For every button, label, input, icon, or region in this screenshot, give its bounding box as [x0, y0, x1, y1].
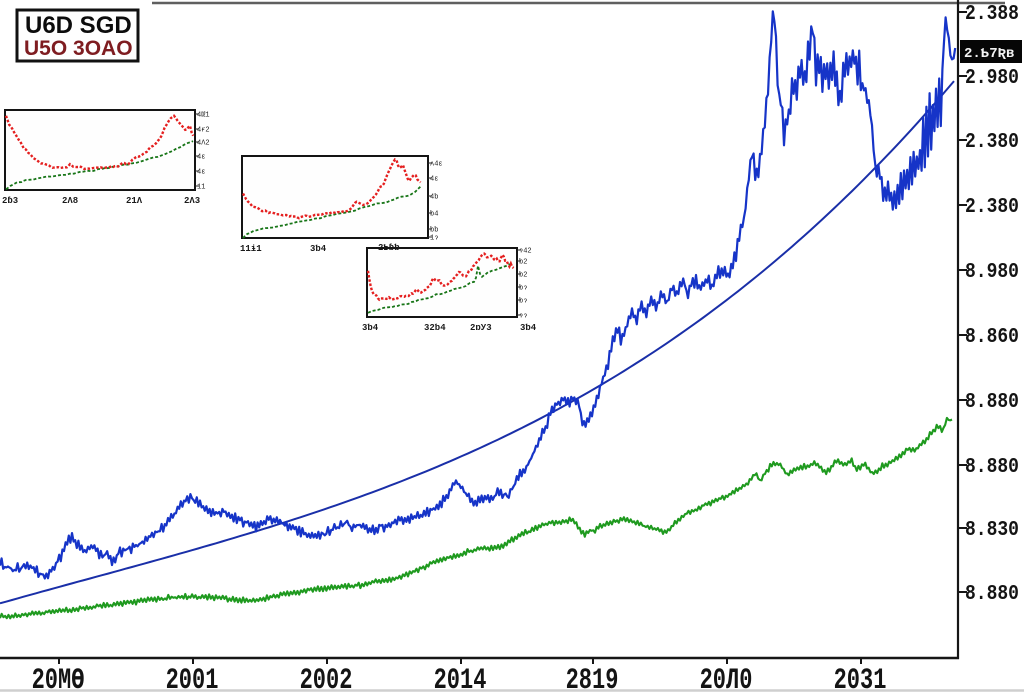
svg-text:4Ʌ2: 4Ʌ2: [197, 140, 210, 148]
svg-text:2001: 2001: [166, 663, 219, 693]
svg-text:ƅ2: ƅ2: [519, 259, 527, 267]
svg-text:3ƅ4: 3ƅ4: [310, 244, 327, 254]
svg-text:2002: 2002: [300, 663, 353, 693]
svg-text:3ƅ4: 3ƅ4: [520, 323, 537, 333]
svg-text:2819: 2819: [566, 663, 619, 693]
svg-text:20МӨ: 20МӨ: [32, 663, 85, 693]
svg-text:8.860: 8.860: [965, 325, 1019, 349]
svg-text:32ƅ4: 32ƅ4: [424, 323, 446, 333]
svg-text:4ǅ1: 4ǅ1: [197, 112, 210, 120]
svg-text:8.980: 8.980: [965, 260, 1019, 284]
svg-text:2031: 2031: [834, 663, 887, 693]
svg-text:8.830: 8.830: [965, 518, 1019, 542]
svg-text:4ɍ2: 4ɍ2: [197, 127, 210, 135]
svg-text:4ƅ: 4ƅ: [430, 194, 438, 202]
svg-text:U6D SGD: U6D SGD: [25, 12, 132, 39]
svg-text:20Л0: 20Л0: [700, 663, 753, 693]
svg-text:ƅ2: ƅ2: [519, 272, 527, 280]
svg-text:4ɛ: 4ɛ: [430, 176, 438, 184]
svg-text:11ɨ1: 11ɨ1: [240, 244, 262, 254]
svg-text:ƅɂ: ƅɂ: [519, 285, 527, 293]
svg-text:2ɓ3: 2ɓ3: [2, 196, 18, 206]
svg-text:ƅƅ: ƅƅ: [430, 227, 438, 235]
svg-text:ƅɂ: ƅɂ: [519, 298, 527, 306]
svg-text:1ɂ: 1ɂ: [430, 235, 438, 243]
svg-text:2.380: 2.380: [965, 130, 1019, 154]
svg-text:11: 11: [197, 184, 205, 192]
svg-text:4ɛ: 4ɛ: [197, 154, 205, 162]
svg-text:8.880: 8.880: [965, 582, 1019, 606]
svg-text:2.388: 2.388: [965, 2, 1019, 26]
svg-text:2Ʌ8: 2Ʌ8: [62, 196, 78, 206]
svg-text:2014: 2014: [434, 663, 487, 693]
svg-text:ʌ4ɛ: ʌ4ɛ: [430, 161, 443, 169]
svg-text:ɂɂ: ɂɂ: [519, 313, 527, 321]
svg-text:3ƅ4: 3ƅ4: [362, 323, 379, 333]
svg-text:2.380: 2.380: [965, 195, 1019, 219]
svg-text:2.Ƅ7Ʀв: 2.Ƅ7Ʀв: [964, 46, 1014, 62]
svg-text:2Ƅɓƅ: 2Ƅɓƅ: [378, 243, 400, 253]
svg-text:21Ʌ: 21Ʌ: [126, 196, 143, 206]
svg-text:8.880: 8.880: [965, 455, 1019, 479]
svg-text:ƅ4: ƅ4: [430, 211, 438, 219]
svg-text:2.980: 2.980: [965, 66, 1019, 90]
svg-text:2Ʌ3: 2Ʌ3: [184, 196, 200, 206]
svg-text:8.880: 8.880: [965, 390, 1019, 414]
svg-text:ɂ42: ɂ42: [519, 248, 532, 256]
svg-text:2ɒУ3: 2ɒУ3: [470, 323, 492, 333]
svg-text:4ɛ: 4ɛ: [197, 169, 205, 177]
svg-text:U5O 3OAO: U5O 3OAO: [24, 37, 133, 60]
